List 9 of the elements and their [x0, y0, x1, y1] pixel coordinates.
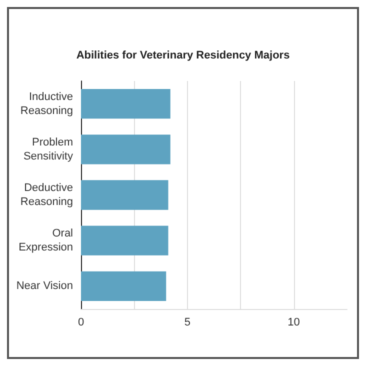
chart-title: Abilities for Veterinary Residency Majors [76, 50, 290, 62]
x-tick-label: 0 [78, 316, 84, 328]
y-tick-label: Inductive Reasoning [20, 90, 73, 117]
x-tick-label: 5 [184, 316, 190, 328]
y-tick-label: Oral Expression [18, 228, 73, 254]
y-tick-label: Near Vision [16, 280, 73, 292]
y-tick-label: Deductive Reasoning [20, 182, 73, 208]
x-tick-label: 10 [288, 316, 300, 328]
y-tick-label: Problem Sensitivity [23, 136, 74, 162]
